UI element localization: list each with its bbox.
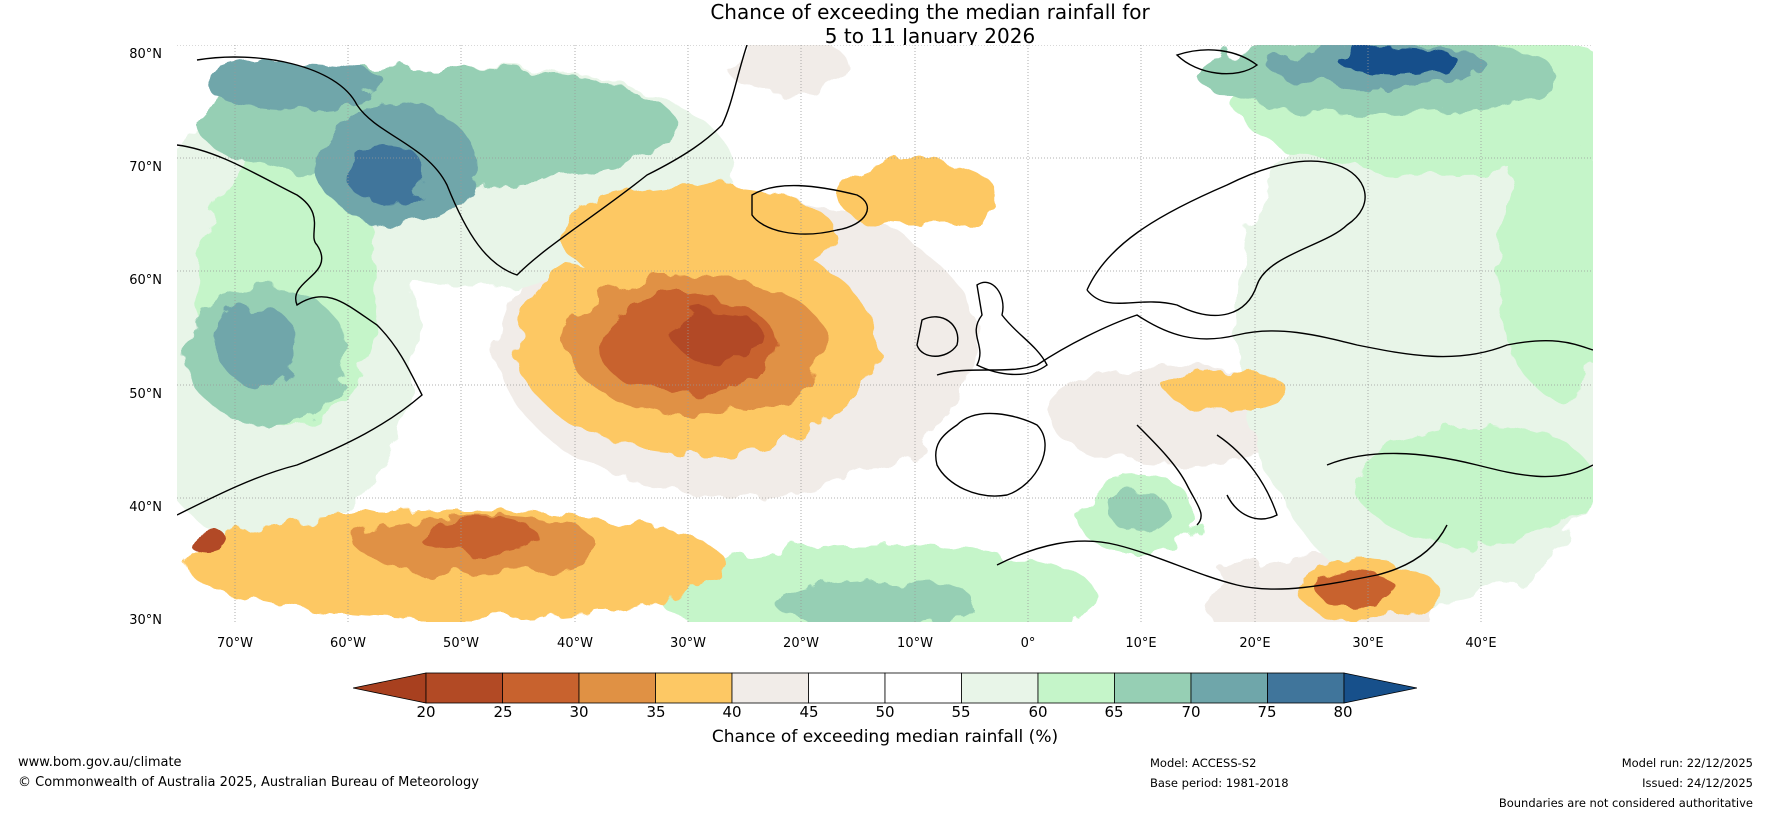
colorbar-extend-high [1343,672,1417,704]
coastlines [177,45,1593,590]
footer-url[interactable]: www.bom.gov.au/climate [18,755,182,770]
colorbar-swatch [1114,672,1192,704]
colorbar-swatch [808,672,886,704]
lon-label-50w: 50°W [443,636,479,651]
title-line-2: 5 to 11 January 2026 [824,24,1036,48]
lon-label-20e: 20°E [1239,636,1271,651]
colorbar-tick-30: 30 [569,703,589,721]
iceland-coast [751,184,869,235]
colorbar-swatch [502,672,580,704]
colorbar-extend-low [353,672,427,704]
lat-label-60n: 60°N [129,273,162,288]
footer-model-run: Model run: 22/12/2025 [1621,756,1753,770]
colorbar-tick-50: 50 [875,703,895,721]
lon-label-70w: 70°W [217,636,253,651]
scandinavia-coast [1086,160,1366,317]
footer-copyright: © Commonwealth of Australia 2025, Austra… [18,775,479,790]
lat-label-40n: 40°N [129,500,162,515]
colorbar-swatch [731,672,809,704]
colorbar [353,672,1417,704]
iberia-coast [935,412,1046,497]
lon-label-40w: 40°W [557,636,593,651]
colorbar-swatch [578,672,656,704]
colorbar-swatch [425,672,503,704]
title-line-1: Chance of exceeding the median rainfall … [710,0,1150,24]
colorbar-swatch [1267,672,1345,704]
ireland-coast [916,316,959,357]
colorbar-tick-65: 65 [1104,703,1124,721]
lat-label-50n: 50°N [129,387,162,402]
africa-coast [996,524,1448,590]
balkans-coast [1216,434,1278,520]
lat-label-30n: 30°N [129,613,162,628]
lat-label-70n: 70°N [129,160,162,175]
colorbar-swatch [884,672,962,704]
colorbar-swatch [961,672,1039,704]
footer-issued: Issued: 24/12/2025 [1642,776,1753,790]
britain-coast [975,281,1048,376]
map-title: Chance of exceeding the median rainfall … [0,0,1770,48]
rainfall-probability-map [177,45,1593,622]
footer-model: Model: ACCESS-S2 [1150,756,1257,770]
colorbar-tick-75: 75 [1257,703,1277,721]
colorbar-tick-25: 25 [493,703,513,721]
colorbar-swatch [1037,672,1115,704]
lon-label-20w: 20°W [783,636,819,651]
colorbar-swatch [1190,672,1268,704]
lat-label-80n: 80°N [129,47,162,62]
greenland-coast [196,45,748,276]
lon-label-30w: 30°W [670,636,706,651]
colorbar-tick-80: 80 [1333,703,1353,721]
lon-label-40e: 40°E [1465,636,1497,651]
colorbar-tick-45: 45 [799,703,819,721]
lon-label-10e: 10°E [1125,636,1157,651]
colorbar-swatch [655,672,733,704]
turkey-coast [1326,452,1593,478]
colorbar-tick-70: 70 [1181,703,1201,721]
lon-label-10w: 10°W [897,636,933,651]
lon-label-0: 0° [1020,636,1036,651]
colorbar-label: Chance of exceeding median rainfall (%) [711,727,1059,747]
svalbard-coast [1175,49,1259,75]
colorbar-tick-55: 55 [951,703,971,721]
colorbar-tick-20: 20 [416,703,436,721]
footer-base-period: Base period: 1981-2018 [1150,776,1289,790]
graticule [177,45,1593,622]
colorbar-tick-60: 60 [1028,703,1048,721]
footer-disclaimer: Boundaries are not considered authoritat… [1498,796,1753,810]
europe-coast [936,314,1593,376]
canada-coast [177,144,423,516]
lon-label-30e: 30°E [1352,636,1384,651]
colorbar-tick-40: 40 [722,703,742,721]
italy-coast [1136,424,1202,526]
colorbar-tick-35: 35 [646,703,666,721]
lon-label-60w: 60°W [330,636,366,651]
